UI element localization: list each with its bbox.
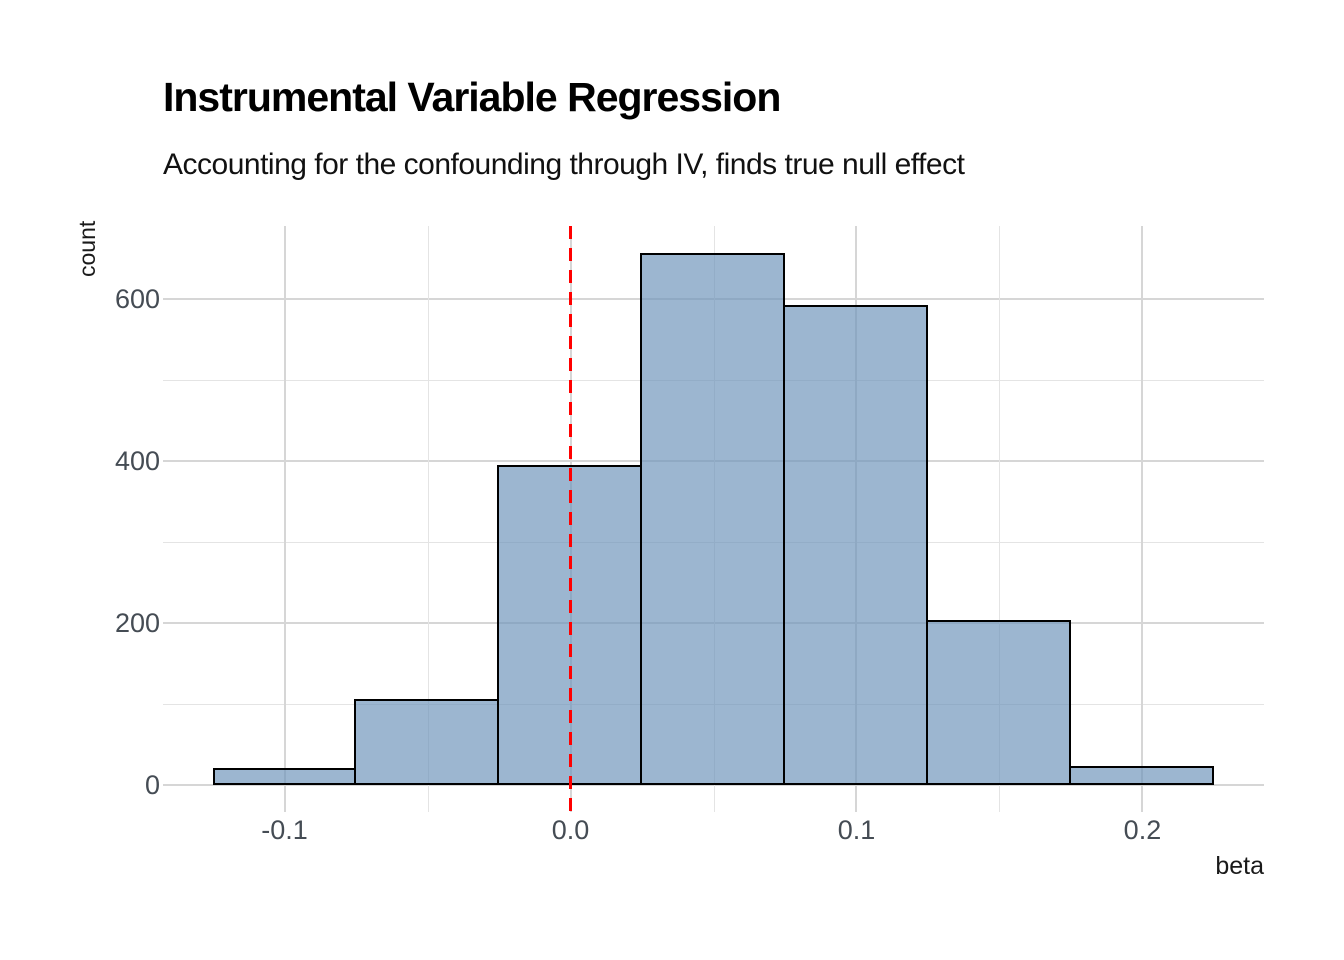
histogram-bar — [1068, 766, 1214, 785]
x-axis-title: beta — [1215, 852, 1264, 880]
x-major-gridline — [283, 226, 286, 812]
histogram-bar — [354, 699, 500, 785]
x-tick-label: 0.2 — [1123, 815, 1162, 845]
y-tick-label: 0 — [144, 770, 160, 800]
histogram-bar — [925, 619, 1071, 785]
zero-reference-line — [569, 226, 572, 812]
plot-panel — [163, 226, 1264, 812]
x-tick-label: 0.0 — [551, 815, 590, 845]
y-tick-label: 400 — [114, 445, 160, 476]
histogram-bar — [213, 767, 357, 785]
histogram-bar — [640, 252, 785, 785]
y-tick-label: 600 — [114, 283, 160, 314]
x-tick-label: -0.1 — [261, 815, 308, 845]
x-minor-gridline — [999, 226, 1001, 812]
x-tick-label: 0.1 — [837, 815, 876, 845]
y-axis-title: count — [74, 220, 100, 277]
x-major-gridline — [1141, 226, 1144, 812]
x-minor-gridline — [427, 226, 429, 812]
histogram-bar — [782, 305, 928, 785]
chart-title: Instrumental Variable Regression — [163, 74, 781, 120]
chart-subtitle: Accounting for the confounding through I… — [163, 148, 965, 181]
y-tick-label: 200 — [114, 607, 160, 638]
